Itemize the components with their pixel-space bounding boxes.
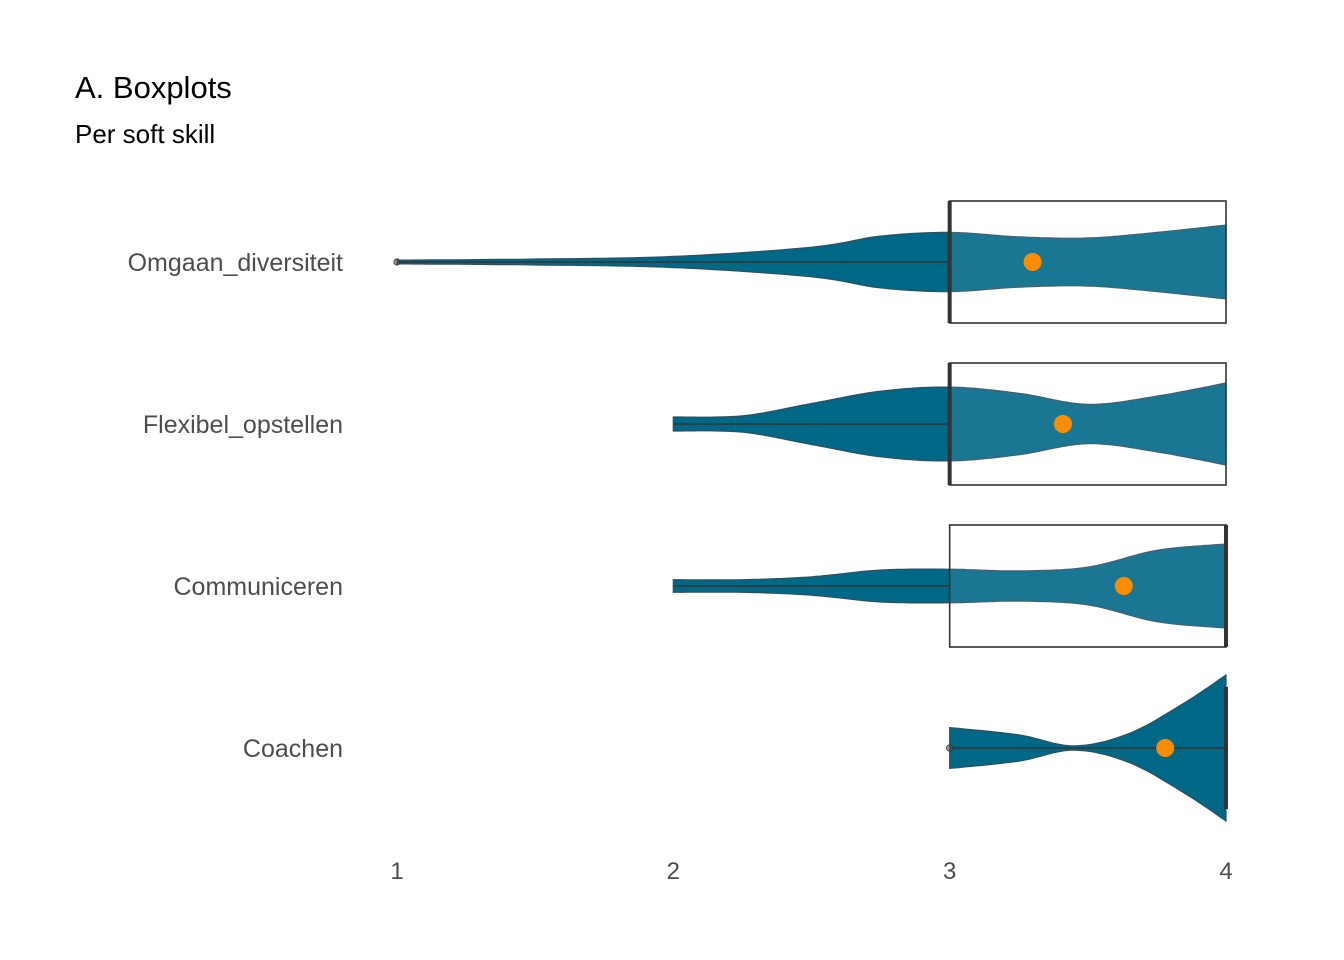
chart-title: A. Boxplots xyxy=(75,70,232,105)
category-label-flexibel-opstellen: Flexibel_opstellen xyxy=(143,411,343,439)
box-fill-omgaan-diversiteit xyxy=(949,201,1226,323)
mean-point-omgaan-diversiteit xyxy=(1023,253,1042,271)
outlier-omgaan-diversiteit-0 xyxy=(393,258,401,266)
x-tick-label-1: 1 xyxy=(390,858,403,885)
box-fill-flexibel-opstellen xyxy=(949,363,1226,485)
chart-subtitle: Per soft skill xyxy=(75,119,216,149)
x-tick-label-3: 3 xyxy=(943,858,956,885)
box-fill-communiceren xyxy=(949,525,1226,647)
mean-point-communiceren xyxy=(1114,577,1133,595)
category-label-omgaan-diversiteit: Omgaan_diversiteit xyxy=(128,249,343,277)
category-label-coachen: Coachen xyxy=(243,735,343,763)
mean-point-flexibel-opstellen xyxy=(1053,415,1072,433)
outlier-coachen-0 xyxy=(946,744,954,752)
x-tick-label-2: 2 xyxy=(667,858,680,885)
x-tick-label-4: 4 xyxy=(1219,858,1232,885)
mean-point-coachen xyxy=(1156,739,1175,757)
category-label-communiceren: Communiceren xyxy=(173,573,343,601)
